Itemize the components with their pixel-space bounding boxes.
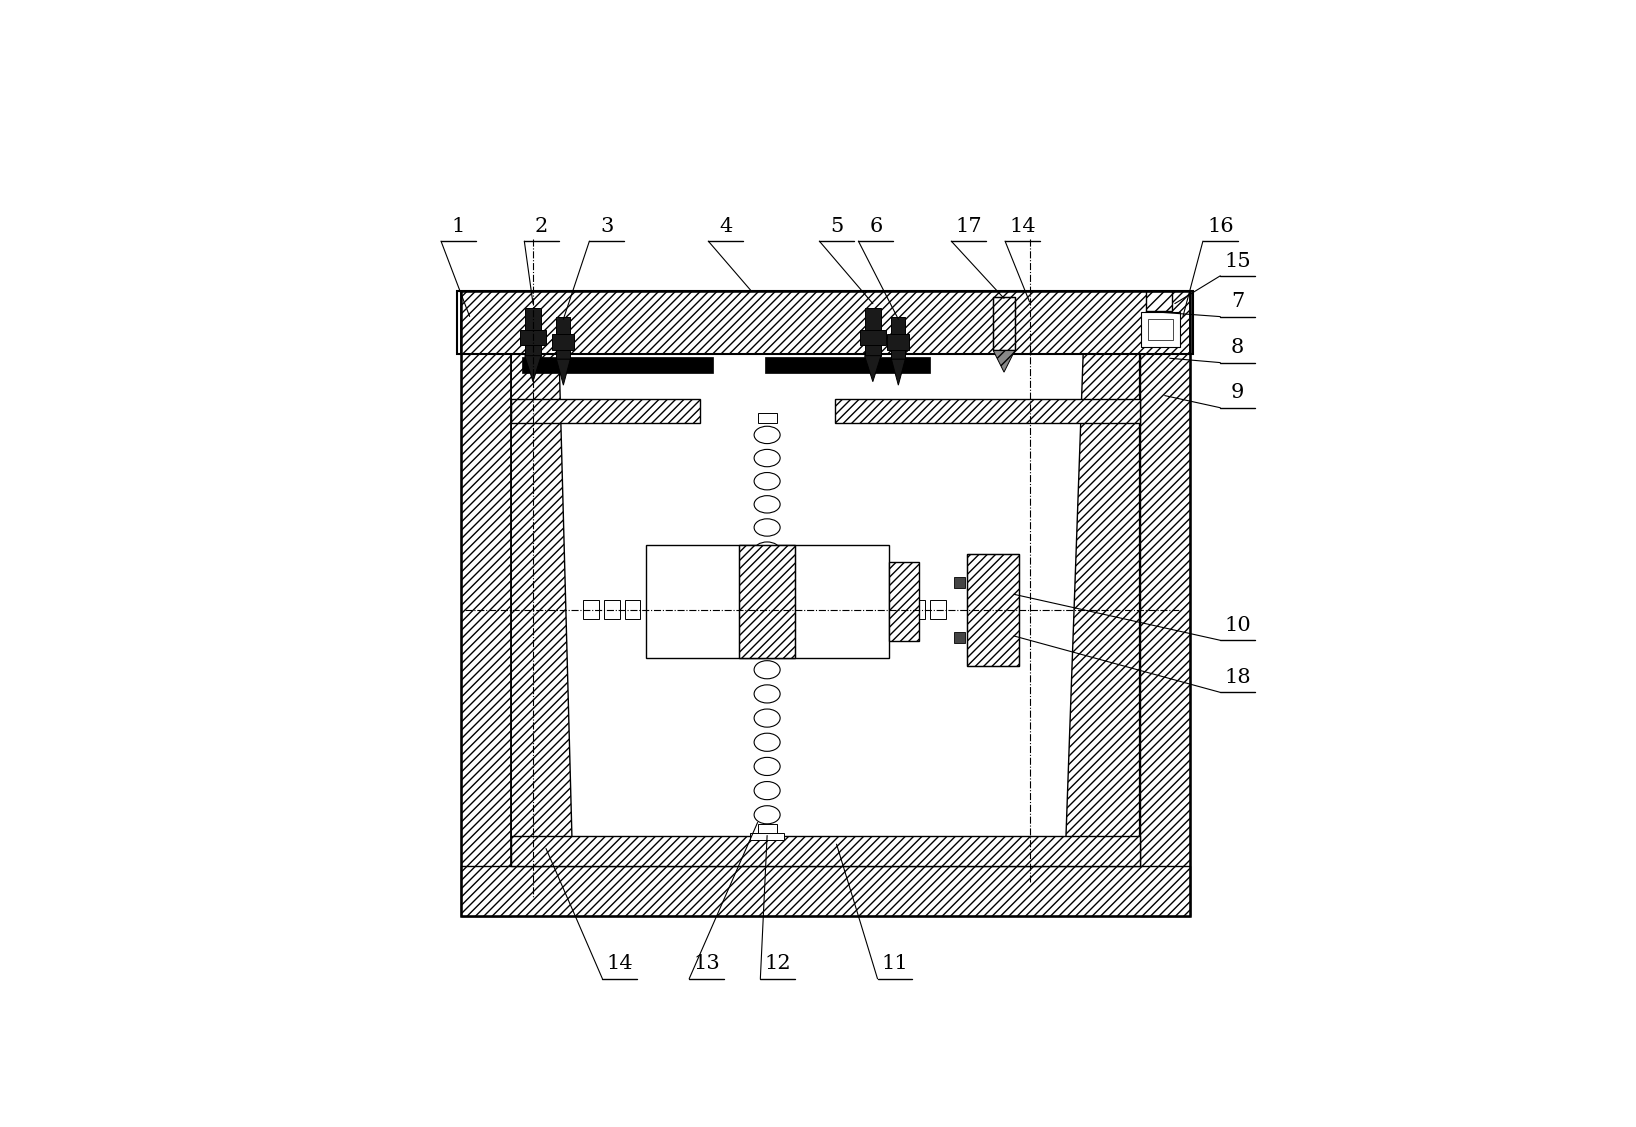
Polygon shape [1065,354,1140,841]
Polygon shape [864,356,882,382]
Text: 3: 3 [600,216,614,236]
Bar [993,296,1014,350]
Text: 15: 15 [1224,251,1252,270]
Polygon shape [525,356,542,382]
Bar [739,544,795,658]
Ellipse shape [754,426,780,444]
Ellipse shape [754,450,780,467]
Bar [864,308,882,356]
Ellipse shape [754,734,780,752]
Text: 13: 13 [694,955,720,974]
Bar [604,601,620,620]
Bar [512,836,1140,866]
Text: 6: 6 [869,216,882,236]
Text: 9: 9 [1230,383,1245,402]
Bar [461,866,1189,916]
Bar [553,334,574,349]
Ellipse shape [754,781,780,800]
Text: 11: 11 [882,955,908,974]
Text: 1: 1 [452,216,465,236]
Text: 10: 10 [1224,616,1252,635]
Ellipse shape [754,709,780,727]
Bar [910,601,924,620]
Bar [749,833,784,840]
Bar [461,292,512,916]
Bar [512,399,700,424]
Text: 16: 16 [1207,216,1234,236]
Bar [520,329,546,345]
Bar [646,544,888,658]
Bar [1140,292,1189,916]
Text: 17: 17 [955,216,982,236]
Bar [954,631,965,642]
Ellipse shape [754,685,780,703]
Bar [887,334,910,349]
Bar [512,354,1140,866]
Bar [1148,319,1173,340]
Bar [625,601,640,620]
Text: 18: 18 [1224,668,1252,687]
Bar [461,292,1189,916]
Ellipse shape [754,472,780,490]
Bar [1142,312,1180,347]
Bar [1145,292,1171,311]
Bar [764,357,929,373]
Text: 5: 5 [829,216,843,236]
Text: 12: 12 [764,955,792,974]
Bar [458,292,1193,354]
Bar [522,357,713,373]
Bar [888,561,919,641]
Bar [757,412,777,424]
Bar [967,553,1019,666]
Text: 14: 14 [1009,216,1036,236]
Bar [954,577,965,588]
Polygon shape [512,354,573,841]
Bar [739,544,795,658]
Text: 7: 7 [1230,292,1245,311]
Text: 8: 8 [1230,338,1245,357]
Ellipse shape [754,496,780,513]
Text: 2: 2 [535,216,548,236]
Polygon shape [993,350,1014,372]
Bar [892,318,905,360]
Text: 4: 4 [718,216,733,236]
Bar [582,601,599,620]
Bar [757,824,777,840]
Bar [888,601,905,620]
Bar [525,308,542,356]
Bar [556,318,571,360]
Ellipse shape [754,518,780,536]
Text: 14: 14 [607,955,633,974]
Bar [859,329,887,345]
Ellipse shape [754,542,780,559]
Ellipse shape [754,757,780,775]
Bar [461,292,1189,354]
Bar [834,399,1140,424]
Ellipse shape [754,806,780,824]
Bar [993,296,1014,350]
Polygon shape [892,360,905,385]
Bar [931,601,946,620]
Ellipse shape [754,660,780,678]
Bar [967,553,1019,666]
Polygon shape [556,360,571,385]
